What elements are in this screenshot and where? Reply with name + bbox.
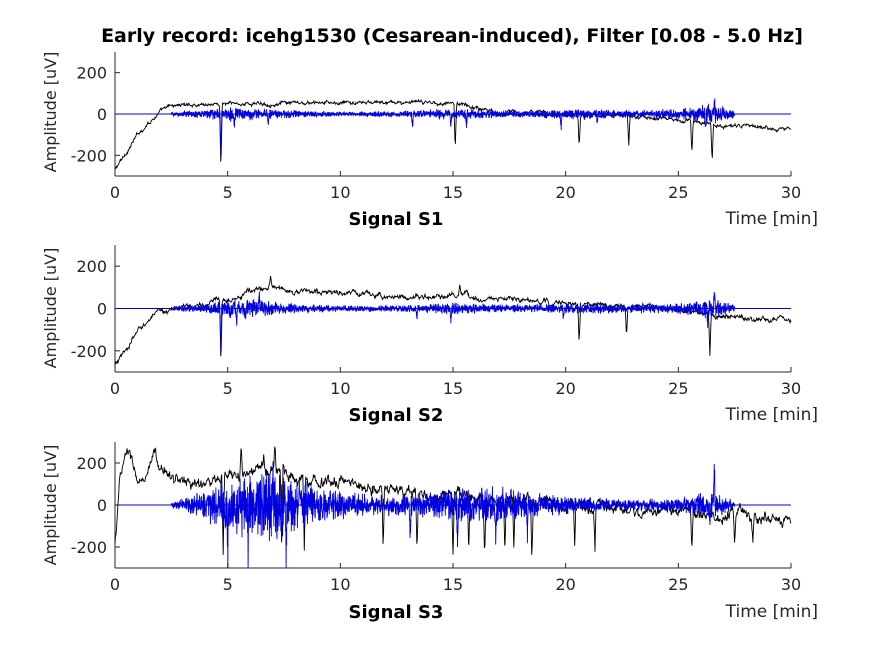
panel-signal-s3: Amplitude [uV] Time [min] Signal S3 0 5 10… [41,442,818,623]
y-tick-label: -200 [71,146,107,165]
x-tick-label: 10 [330,379,350,398]
y-tick-label: 0 [97,300,107,319]
x-tick-label: 20 [555,379,575,398]
filtered-signal-line [170,291,736,353]
raw-signal-line [114,275,792,365]
y-tick-label: 200 [76,454,107,473]
raw-signal-line [114,446,792,555]
x-tick-label: 0 [110,379,120,398]
filtered-signal-line [170,461,736,569]
x-tick-label: 30 [781,379,801,398]
y-axis-label: Amplitude [uV] [41,248,60,369]
y-tick-label: -200 [71,538,107,557]
signal-label: Signal S3 [349,602,444,623]
x-tick-label: 25 [668,379,688,398]
y-tick-label: 200 [76,257,107,276]
signal-label: Signal S2 [349,405,444,426]
panel-signal-s2: Amplitude [uV] Time [min] Signal S2 0 5 10… [41,245,818,426]
y-tick-label: 0 [97,496,107,515]
x-tick-label: 15 [443,183,463,202]
x-tick-label: 30 [781,575,801,594]
y-tick-label: -200 [71,342,107,361]
x-tick-label: 25 [668,575,688,594]
panel-signal-s1: Amplitude [uV] Time [min] Signal S1 0 5 10… [41,52,818,230]
signal-label: Signal S1 [349,209,444,230]
filtered-signal-line [170,98,736,155]
x-tick-label: 10 [330,575,350,594]
x-tick-label: 5 [223,379,233,398]
x-tick-label: 0 [110,575,120,594]
x-tick-label: 15 [443,379,463,398]
raw-signal-line [114,98,792,170]
y-tick-label: 200 [76,64,107,83]
x-axis-label: Time [min] [725,405,818,425]
x-tick-label: 20 [555,183,575,202]
x-tick-label: 15 [443,575,463,594]
x-axis-label: Time [min] [725,602,818,622]
y-tick-label: 0 [97,105,107,124]
chart-title: Early record: icehg1530 (Cesarean-induce… [101,25,803,47]
x-tick-label: 5 [223,575,233,594]
x-tick-label: 10 [330,183,350,202]
y-axis-label: Amplitude [uV] [41,52,60,173]
y-axis-label: Amplitude [uV] [41,445,60,566]
x-tick-label: 5 [223,183,233,202]
x-tick-label: 20 [555,575,575,594]
x-axis-label: Time [min] [725,209,818,229]
x-tick-label: 30 [781,183,801,202]
x-tick-label: 0 [110,183,120,202]
x-tick-label: 25 [668,183,688,202]
